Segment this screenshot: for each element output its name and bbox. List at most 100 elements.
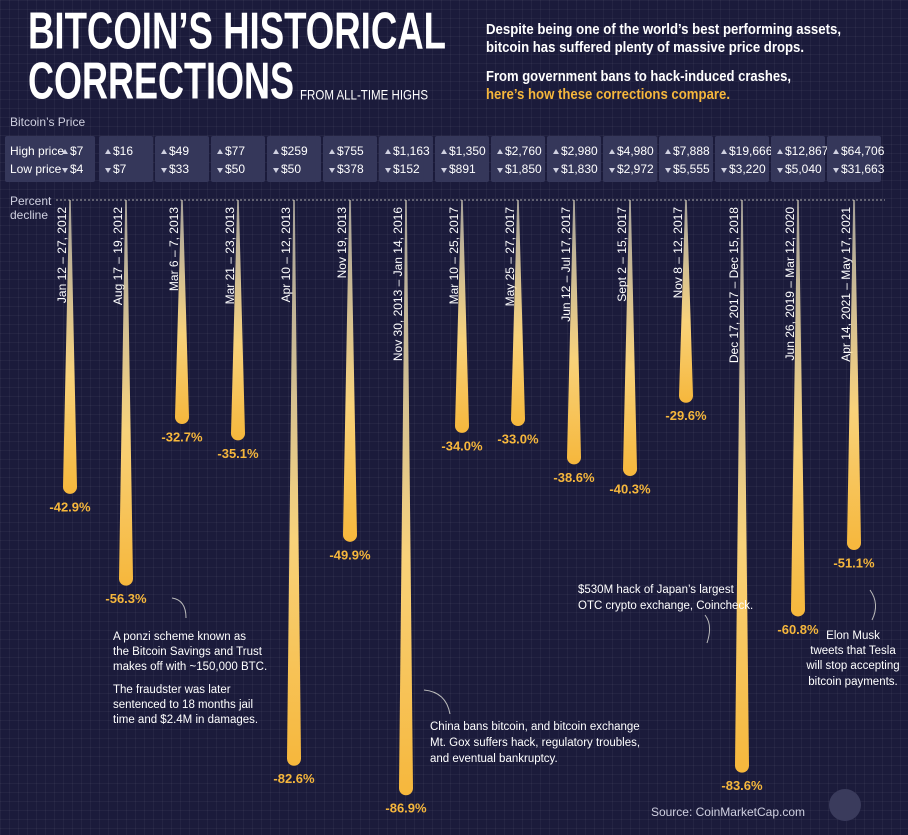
price-cell — [659, 136, 713, 182]
title: BITCOIN’S HISTORICAL — [28, 3, 446, 61]
low-price: $2,972 — [617, 162, 654, 176]
value-label: -51.1% — [833, 555, 875, 570]
value-label: -34.0% — [441, 438, 483, 453]
up-arrow — [777, 149, 783, 154]
annotation: will stop accepting — [805, 660, 899, 672]
low-price: $3,220 — [729, 162, 766, 176]
drop — [455, 200, 469, 433]
drop — [567, 200, 581, 465]
annotation: tweets that Tesla — [810, 645, 896, 657]
low-price: $5,555 — [673, 162, 710, 176]
date-range: Jun 26, 2019 – Mar 12, 2020 — [783, 207, 797, 361]
date-range: Mar 10 – 25, 2017 — [447, 207, 461, 305]
low-label: Low price — [10, 162, 62, 176]
arrow — [423, 689, 451, 715]
low-price: $1,830 — [561, 162, 598, 176]
annotation: the Bitcoin Savings and Trust — [113, 646, 263, 658]
drop — [791, 200, 805, 617]
down-arrow — [161, 168, 167, 173]
price-cell — [99, 136, 153, 182]
drop — [847, 200, 861, 551]
low-price: $31,663 — [841, 162, 885, 176]
price-cell — [491, 136, 545, 182]
intro: Despite being one of the world’s best pe… — [486, 21, 841, 38]
high-price: $755 — [337, 144, 364, 158]
high-price: $64,706 — [841, 144, 885, 158]
drop — [679, 200, 693, 403]
up-arrow — [329, 149, 335, 154]
down-arrow — [329, 168, 335, 173]
down-arrow — [777, 168, 783, 173]
value-label: -29.6% — [665, 408, 707, 423]
up-arrow — [273, 149, 279, 154]
high-price: $7 — [70, 144, 84, 158]
down-arrow — [721, 168, 727, 173]
price-cell — [827, 136, 881, 182]
title: CORRECTIONS — [28, 53, 294, 111]
price-panel — [5, 136, 95, 182]
annotation: China bans bitcoin, and bitcoin exchange — [430, 721, 640, 733]
high-price: $12,867 — [785, 144, 829, 158]
up-arrow — [833, 149, 839, 154]
down-arrow — [497, 168, 503, 173]
arrow — [171, 597, 187, 619]
value-label: -35.1% — [217, 446, 259, 461]
high-label: High price — [10, 144, 64, 158]
date-range: Mar 6 – 7, 2013 — [167, 207, 181, 291]
price-cell — [155, 136, 209, 182]
value-label: -86.9% — [385, 801, 427, 816]
down-arrow — [105, 168, 111, 173]
low-price: $1,850 — [505, 162, 542, 176]
down-arrow — [553, 168, 559, 173]
value-label: -40.3% — [609, 481, 651, 496]
low-price: $891 — [449, 162, 476, 176]
date-range: Apr 10 – 12, 2013 — [279, 207, 293, 303]
value-label: -82.6% — [273, 771, 315, 786]
date-range: Mar 21 – 23, 2013 — [223, 207, 237, 305]
price-cell — [771, 136, 825, 182]
high-price: $16 — [113, 144, 133, 158]
drop — [175, 200, 189, 424]
high-price: $49 — [169, 144, 189, 158]
up-arrow — [553, 149, 559, 154]
value-label: -38.6% — [553, 470, 595, 485]
price-cell — [715, 136, 769, 182]
title-suffix: FROM ALL-TIME HIGHS — [300, 87, 428, 103]
date-range: Nov 19, 2013 — [335, 207, 349, 279]
annotation: makes off with ~150,000 BTC. — [113, 661, 267, 673]
down-arrow — [609, 168, 615, 173]
value-label: -56.3% — [105, 591, 147, 606]
annotation: sentenced to 18 months jail — [113, 699, 253, 711]
low-price: $50 — [225, 162, 245, 176]
drop — [623, 200, 637, 477]
up-arrow — [105, 149, 111, 154]
drop — [119, 200, 133, 586]
up-arrow — [217, 149, 223, 154]
value-label: -32.7% — [161, 429, 203, 444]
down-arrow — [441, 168, 447, 173]
price-cell — [603, 136, 657, 182]
drop — [511, 200, 525, 427]
annotation: and eventual bankruptcy. — [430, 753, 558, 765]
value-label: -49.9% — [329, 547, 371, 562]
drop — [287, 200, 301, 766]
low-price: $4 — [70, 162, 84, 176]
down-arrow — [217, 168, 223, 173]
up-arrow — [62, 149, 68, 154]
high-price: $19,666 — [729, 144, 773, 158]
value-label: -60.8% — [777, 622, 819, 637]
date-range: Aug 17 – 19, 2012 — [111, 207, 125, 305]
up-arrow — [609, 149, 615, 154]
low-price: $378 — [337, 162, 364, 176]
high-price: $77 — [225, 144, 245, 158]
price-cell — [211, 136, 265, 182]
value-label: -33.0% — [497, 431, 539, 446]
down-arrow — [62, 168, 68, 173]
date-range: Apr 14, 2021 – May 17, 2021 — [839, 207, 853, 362]
drop — [735, 200, 750, 773]
intro: From government bans to hack-induced cra… — [486, 68, 791, 85]
decline-label: Percent decline — [10, 194, 52, 222]
up-arrow — [385, 149, 391, 154]
low-price: $50 — [281, 162, 301, 176]
